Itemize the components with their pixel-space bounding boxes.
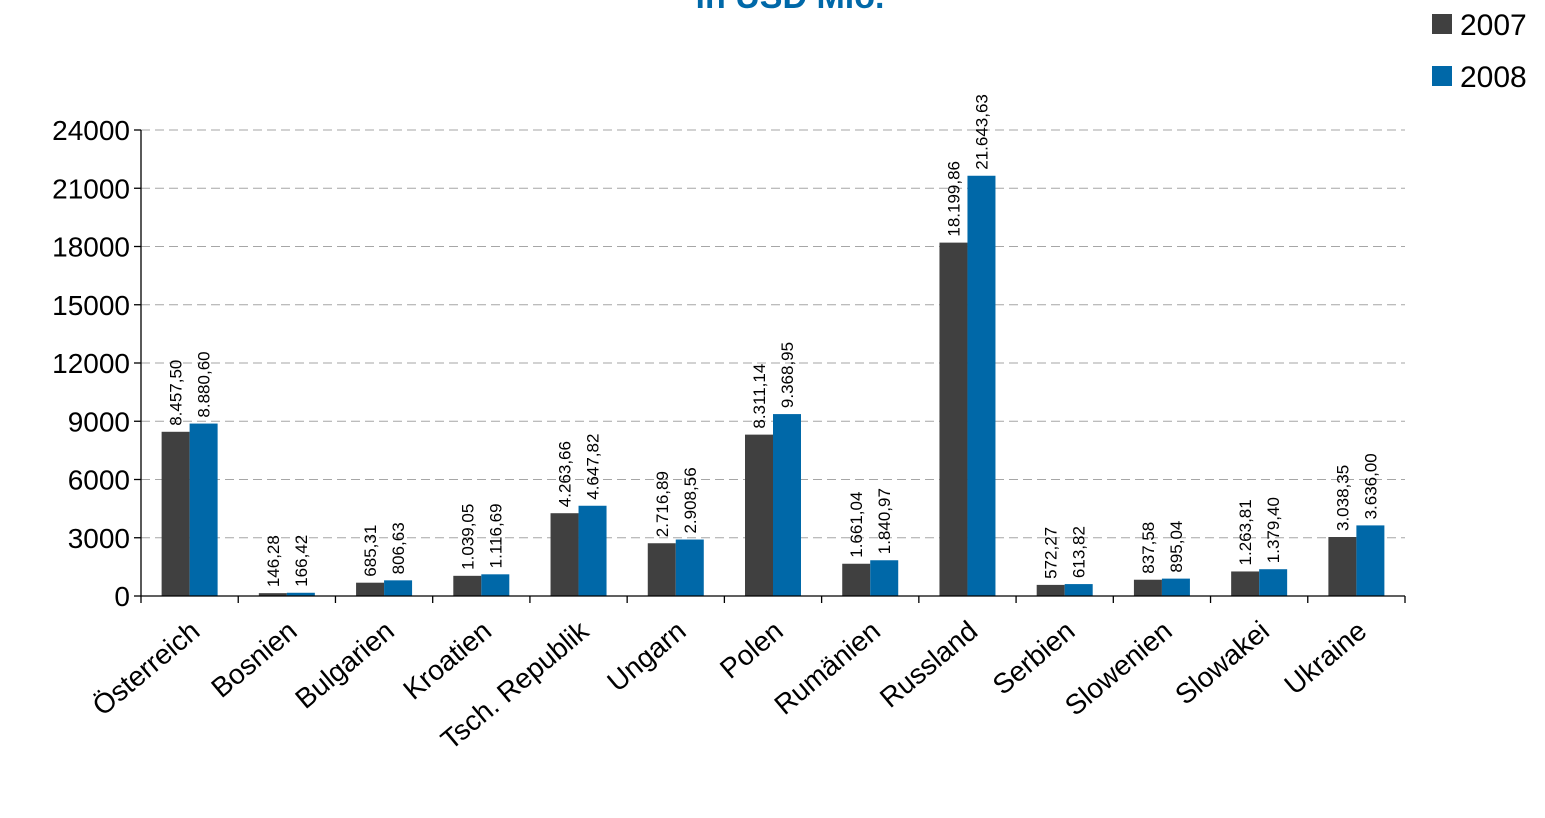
data-label-2008: 166,42 — [292, 535, 311, 587]
data-label-2007: 1.039,05 — [458, 504, 477, 570]
category-label: Österreich — [87, 615, 206, 722]
bars: 8.457,50 8.880,60 146,28 166,42 685,31 806,63… — [161, 94, 1385, 596]
bar-2008 — [773, 414, 801, 596]
y-tick-label: 18000 — [52, 232, 130, 263]
data-label-2008: 8.880,60 — [195, 351, 214, 417]
bar-2007 — [1328, 537, 1357, 596]
bar-2008 — [967, 175, 996, 596]
data-label-2008: 9.368,95 — [778, 342, 797, 408]
bar-2008 — [286, 592, 315, 596]
x-axis: Österreich BosnienBulgarienKroatienTsch. … — [87, 595, 1406, 756]
y-tick-label: 15000 — [52, 290, 130, 321]
data-label-2007: 4.263,66 — [556, 441, 575, 507]
category-label: Slowenien — [1059, 615, 1178, 722]
bar-2008 — [1259, 569, 1288, 596]
category-label: Russland — [874, 615, 983, 714]
data-label-2008: 1.840,97 — [875, 488, 894, 554]
data-label-2007: 8.311,14 — [750, 364, 769, 429]
bar-2008 — [1064, 584, 1093, 596]
y-tick-label: 9000 — [68, 406, 130, 437]
category-label: Ungarn — [601, 615, 691, 698]
data-label-2007: 18.199,86 — [944, 161, 963, 237]
bar-2008 — [870, 560, 899, 596]
data-label-2007: 685,31 — [361, 525, 380, 577]
chart-title: in USD Mio. — [696, 0, 885, 16]
data-label-2007: 837,58 — [1139, 522, 1158, 574]
bar-2008 — [384, 580, 413, 596]
category-label: Ukraine — [1278, 615, 1372, 701]
data-label-2008: 4.647,82 — [584, 434, 603, 500]
bar-2007 — [1133, 579, 1162, 596]
y-tick-label: 3000 — [68, 523, 130, 554]
bar-2008 — [1356, 525, 1385, 596]
legend-swatch-2007 — [1432, 14, 1452, 34]
bar-2007 — [647, 543, 676, 596]
y-tick-label: 21000 — [52, 173, 130, 204]
data-label-2008: 613,82 — [1070, 526, 1089, 578]
data-label-2008: 895,04 — [1167, 521, 1186, 573]
bar-2007 — [939, 242, 968, 596]
bar-2008 — [578, 505, 607, 596]
bar-2007 — [258, 593, 287, 596]
data-label-2007: 1.661,04 — [847, 492, 866, 558]
data-label-2007: 1.263,81 — [1236, 499, 1255, 565]
y-tick-label: 24000 — [52, 115, 130, 146]
y-axis: 0 3000 6000 9000 12000 15000 18000 21000 24000 — [52, 115, 142, 612]
data-label-2008: 806,63 — [389, 522, 408, 574]
bar-2007 — [1036, 584, 1065, 596]
data-label-2007: 572,27 — [1042, 527, 1061, 579]
y-tick-label: 0 — [114, 581, 130, 612]
category-label: Rumänien — [768, 615, 886, 721]
data-label-2007: 2.716,89 — [653, 471, 672, 537]
legend-swatch-2008 — [1432, 66, 1452, 86]
bar-2007 — [1231, 571, 1260, 596]
bar-2008 — [1161, 578, 1190, 596]
y-tick-label: 6000 — [68, 465, 130, 496]
category-label: Polen — [714, 615, 789, 685]
bar-2008 — [189, 423, 218, 596]
bar-2007 — [356, 582, 385, 596]
category-label: Bosnien — [205, 615, 302, 704]
data-label-2008: 21.643,63 — [972, 94, 991, 170]
legend-label-2008: 2008 — [1460, 61, 1527, 94]
legend: 2007 2008 — [1432, 9, 1527, 94]
y-tick-label: 12000 — [52, 348, 130, 379]
data-label-2007: 8.457,50 — [167, 360, 186, 426]
category-label: Slowakei — [1169, 615, 1275, 711]
bar-2008 — [481, 574, 510, 596]
data-label-2007: 146,28 — [264, 535, 283, 587]
category-label: Serbien — [987, 615, 1081, 701]
category-label: Bulgarien — [289, 615, 400, 715]
data-label-2008: 1.116,69 — [486, 503, 505, 568]
bar-2007 — [453, 575, 482, 596]
data-label-2008: 3.636,00 — [1361, 453, 1380, 519]
data-label-2007: 3.038,35 — [1333, 465, 1352, 531]
data-label-2008: 1.379,40 — [1264, 497, 1283, 563]
bar-2007 — [745, 434, 773, 596]
legend-label-2007: 2007 — [1460, 9, 1527, 42]
data-label-2008: 2.908,56 — [681, 467, 700, 533]
bar-2007 — [842, 563, 871, 596]
bar-2007 — [161, 431, 190, 596]
bar-2007 — [550, 513, 579, 596]
bar-2008 — [675, 539, 704, 596]
